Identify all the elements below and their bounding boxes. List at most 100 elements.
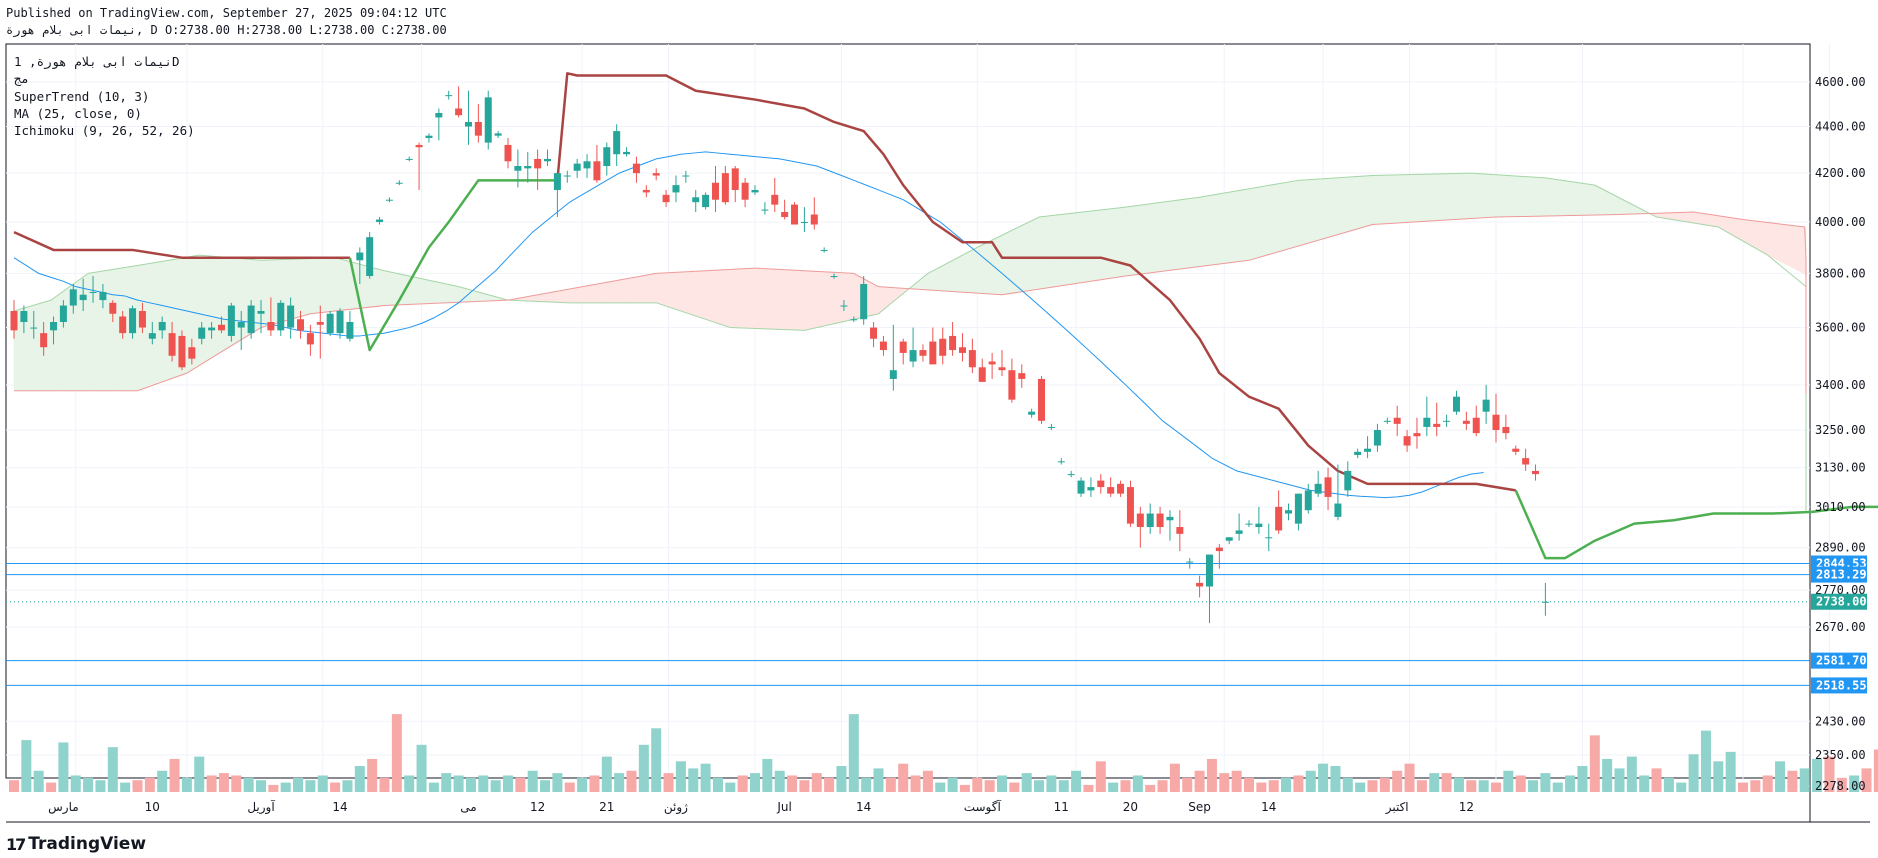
volume-bar — [1836, 777, 1847, 792]
candle — [1443, 414, 1451, 427]
volume-bar — [651, 728, 662, 792]
cloud-segment — [872, 282, 879, 316]
legend-symbol[interactable]: نیمات ابی بلام هورة, 1D — [14, 54, 180, 69]
candle — [741, 177, 749, 208]
volume-bar — [540, 780, 551, 792]
candle — [1047, 423, 1055, 431]
cloud-segment — [1335, 177, 1342, 236]
cloud-segment — [149, 262, 157, 387]
volume-bar — [1404, 763, 1415, 792]
volume-bar — [1342, 777, 1353, 792]
candle — [800, 207, 808, 233]
volume-bar — [280, 782, 291, 792]
volume-bar — [1453, 777, 1464, 792]
candle — [1245, 520, 1253, 528]
cloud-segment — [618, 278, 626, 304]
time-tick-label: آوریل — [247, 799, 275, 815]
cloud-segment — [557, 289, 564, 303]
price-badge-label: 2581.70 — [1816, 654, 1867, 668]
legend-ichimoku[interactable]: Ichimoku (9, 26, 52, 26) — [14, 123, 195, 138]
candle-body — [119, 316, 127, 334]
cloud-segment — [1044, 215, 1052, 289]
volume-bar — [762, 758, 773, 792]
volume-bar — [70, 775, 81, 792]
cloud-segment — [1199, 195, 1207, 267]
cloud-segment — [1779, 223, 1787, 265]
candle-body — [534, 158, 542, 169]
legend-supertrend[interactable]: SuperTrend (10, 3) — [14, 89, 150, 104]
price-tick-label: 4400.00 — [1815, 120, 1866, 134]
candle — [1482, 384, 1490, 424]
candle-body — [603, 147, 611, 167]
volume-bar — [1713, 761, 1724, 792]
cloud-segment — [1137, 204, 1145, 275]
cloud-segment — [1761, 221, 1768, 256]
cloud-segment — [976, 243, 984, 294]
candle — [909, 327, 917, 368]
cloud-segment — [1477, 173, 1484, 219]
candle — [949, 322, 957, 356]
volume-bar — [515, 777, 526, 792]
cloud-segment — [1081, 210, 1089, 283]
cloud-segment — [1699, 212, 1707, 226]
volume-bar — [984, 780, 995, 792]
cloud-segment — [1261, 185, 1268, 258]
cloud-segment — [1007, 228, 1015, 295]
price-tick-label: 2670.00 — [1815, 620, 1866, 634]
volume-bar — [354, 766, 365, 792]
volume-bar — [1812, 758, 1823, 792]
volume-bar — [1256, 782, 1267, 792]
cloud-segment — [1069, 212, 1077, 285]
cloud-segment — [1433, 173, 1441, 222]
cloud-segment — [1100, 208, 1108, 281]
volume-bar — [379, 777, 390, 792]
cloud-segment — [699, 270, 706, 320]
candle — [336, 308, 344, 339]
candle-body — [632, 163, 640, 174]
candle-body — [553, 173, 561, 190]
candle-body — [287, 305, 295, 328]
volume-bar — [428, 782, 439, 792]
volume-bar — [1330, 766, 1341, 792]
candle-body — [672, 185, 680, 193]
volume-bar — [1392, 770, 1403, 792]
cloud-segment — [575, 286, 583, 304]
legend-ma[interactable]: MA (25, close, 0) — [14, 106, 142, 121]
candle — [820, 247, 828, 253]
candle — [1393, 405, 1401, 437]
cloud-segment — [767, 268, 774, 330]
cloud-segment — [952, 256, 960, 293]
volume-bar — [1651, 768, 1662, 792]
candle-body — [909, 350, 917, 362]
volume-bar — [663, 773, 674, 792]
volume-bar — [688, 768, 699, 792]
cloud-segment — [1600, 187, 1608, 216]
candle-body — [267, 322, 275, 331]
cloud-segment — [1038, 215, 1046, 290]
time-tick-label: می — [460, 800, 476, 814]
candle — [1166, 510, 1174, 541]
volume-bar — [1787, 770, 1798, 792]
candle — [425, 133, 433, 143]
volume-bar — [1873, 749, 1878, 792]
volume-bar — [490, 780, 501, 792]
candle-body — [1255, 523, 1263, 528]
cloud-segment — [1390, 174, 1398, 224]
time-tick-label: 12 — [1459, 800, 1474, 814]
candle — [1532, 464, 1540, 481]
candle-body — [1364, 448, 1372, 452]
candle — [583, 154, 591, 178]
candle-body — [464, 121, 472, 127]
cloud-segment — [1149, 202, 1157, 274]
candle-body — [297, 319, 305, 331]
price-tick-label: 3250.00 — [1815, 423, 1866, 437]
cloud-segment — [316, 257, 324, 314]
tradingview-brand[interactable]: 17 TradingView — [6, 834, 146, 854]
volume-bar — [317, 775, 328, 792]
cloud-segment — [1409, 174, 1417, 223]
volume-bar — [614, 773, 625, 792]
candle-body — [99, 292, 107, 301]
candle — [306, 324, 314, 356]
cloud-segment — [1057, 213, 1065, 287]
